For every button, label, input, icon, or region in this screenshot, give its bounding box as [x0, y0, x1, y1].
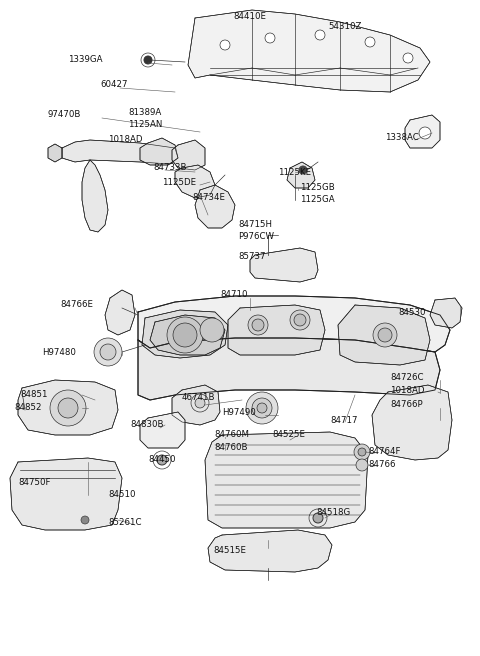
Polygon shape [82, 160, 108, 232]
Text: 84726C: 84726C [390, 373, 423, 382]
Text: 84518G: 84518G [316, 508, 350, 517]
Text: 1125GB: 1125GB [300, 183, 335, 192]
Polygon shape [172, 140, 205, 170]
Circle shape [220, 40, 230, 50]
Text: 1339GA: 1339GA [68, 55, 103, 64]
Text: 84530: 84530 [398, 308, 425, 317]
Polygon shape [140, 412, 185, 448]
Circle shape [354, 444, 370, 460]
Text: 84410E: 84410E [233, 12, 266, 21]
Text: 84734E: 84734E [192, 193, 225, 202]
Polygon shape [105, 290, 135, 335]
Polygon shape [18, 380, 118, 435]
Text: 46741B: 46741B [182, 393, 216, 402]
Polygon shape [10, 458, 122, 530]
Circle shape [58, 398, 78, 418]
Text: 84852: 84852 [14, 403, 41, 412]
Text: 84760M: 84760M [214, 430, 249, 439]
Polygon shape [405, 115, 440, 148]
Text: 97470B: 97470B [48, 110, 82, 119]
Polygon shape [430, 298, 462, 328]
Text: 1338AC: 1338AC [385, 133, 419, 142]
Text: 1125DE: 1125DE [162, 178, 196, 187]
Polygon shape [175, 165, 215, 198]
Circle shape [94, 338, 122, 366]
Polygon shape [228, 305, 325, 355]
Text: 1125AN: 1125AN [128, 120, 162, 129]
Polygon shape [48, 144, 62, 162]
Text: 84750F: 84750F [18, 478, 50, 487]
Circle shape [173, 323, 197, 347]
Circle shape [313, 513, 323, 523]
Circle shape [157, 455, 167, 465]
Text: 84766E: 84766E [60, 300, 93, 309]
Text: 84764F: 84764F [368, 447, 400, 456]
Text: 81389A: 81389A [128, 108, 161, 117]
Polygon shape [62, 140, 178, 164]
Text: 60427: 60427 [100, 80, 128, 89]
Circle shape [195, 398, 205, 408]
Circle shape [265, 33, 275, 43]
Circle shape [378, 328, 392, 342]
Circle shape [81, 516, 89, 524]
Circle shape [315, 30, 325, 40]
Text: H97490: H97490 [222, 408, 256, 417]
Circle shape [200, 318, 224, 342]
Polygon shape [140, 138, 178, 165]
Text: 84733B: 84733B [153, 163, 187, 172]
Text: 84766P: 84766P [390, 400, 422, 409]
Text: 1125GA: 1125GA [300, 195, 335, 204]
Text: 1125KE: 1125KE [278, 168, 311, 177]
Circle shape [365, 37, 375, 47]
Text: 85261C: 85261C [108, 518, 142, 527]
Polygon shape [250, 248, 318, 282]
Text: 84760B: 84760B [214, 443, 248, 452]
Polygon shape [195, 185, 235, 228]
Text: 84525E: 84525E [272, 430, 305, 439]
Circle shape [299, 166, 307, 174]
Polygon shape [338, 305, 430, 365]
Text: 54310Z: 54310Z [328, 22, 361, 31]
Polygon shape [172, 385, 220, 425]
Polygon shape [150, 315, 225, 355]
Circle shape [246, 392, 278, 424]
Text: 84510: 84510 [108, 490, 135, 499]
Circle shape [358, 448, 366, 456]
Circle shape [257, 403, 267, 413]
Polygon shape [138, 296, 450, 352]
Circle shape [373, 323, 397, 347]
Circle shape [167, 317, 203, 353]
Text: 84766: 84766 [368, 460, 396, 469]
Polygon shape [188, 10, 430, 92]
Polygon shape [372, 385, 452, 460]
Text: 84830B: 84830B [130, 420, 164, 429]
Polygon shape [138, 338, 440, 400]
Text: 85737: 85737 [238, 252, 265, 261]
Circle shape [294, 314, 306, 326]
Polygon shape [208, 530, 332, 572]
Text: P976CW: P976CW [238, 232, 274, 241]
Circle shape [144, 56, 152, 64]
Circle shape [100, 344, 116, 360]
Text: 84450: 84450 [148, 455, 176, 464]
Text: 1018AD: 1018AD [108, 135, 143, 144]
Circle shape [290, 310, 310, 330]
Text: 84715H: 84715H [238, 220, 272, 229]
Text: 84515E: 84515E [214, 546, 247, 555]
Text: H97480: H97480 [42, 348, 76, 357]
Polygon shape [142, 310, 228, 358]
Polygon shape [287, 162, 315, 188]
Circle shape [252, 398, 272, 418]
Polygon shape [205, 432, 368, 528]
Circle shape [403, 53, 413, 63]
Circle shape [419, 127, 431, 139]
Circle shape [252, 319, 264, 331]
Circle shape [50, 390, 86, 426]
Circle shape [356, 459, 368, 471]
Text: 1018AD: 1018AD [390, 386, 424, 395]
Text: 84851: 84851 [20, 390, 48, 399]
Text: 84717: 84717 [330, 416, 358, 425]
Circle shape [248, 315, 268, 335]
Text: 84710: 84710 [220, 290, 248, 299]
